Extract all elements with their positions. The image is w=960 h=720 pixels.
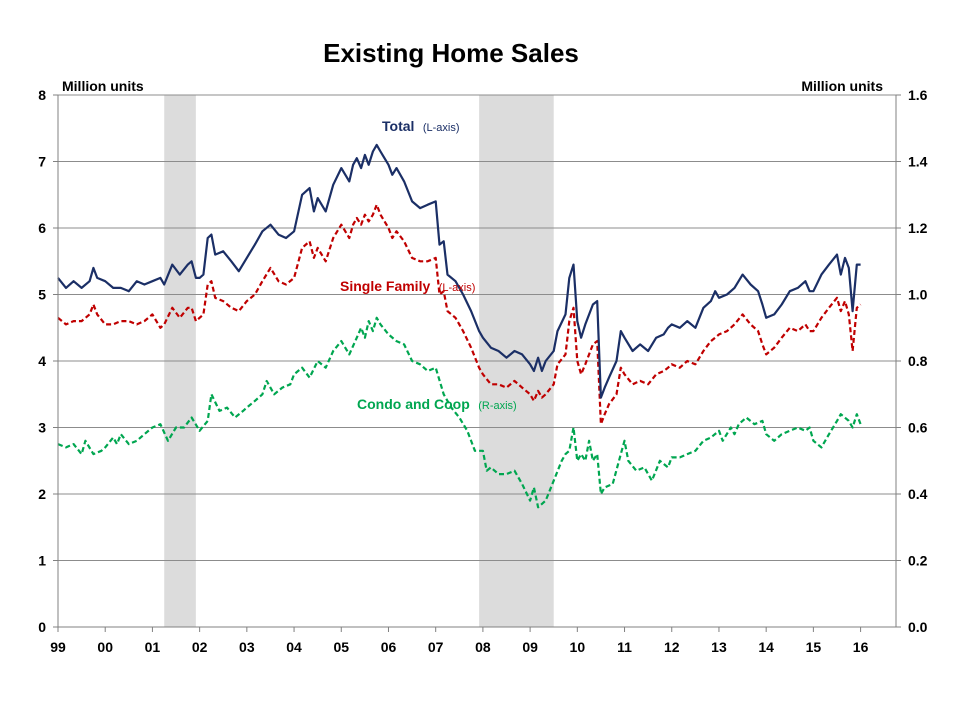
left-axis-unit-label: Million units	[62, 78, 144, 94]
x-tick-label-99: 99	[50, 639, 66, 655]
series-label-total-axis: (L-axis)	[423, 122, 460, 134]
x-tick-label-12: 12	[664, 639, 680, 655]
y-right-tick-label-8: 1.6	[908, 87, 928, 103]
y-left-tick-label-4: 4	[38, 353, 46, 369]
series-line-total	[57, 143, 861, 399]
y-right-tick-label-2: 0.4	[908, 486, 928, 502]
x-tick-label-00: 00	[97, 639, 113, 655]
y-right-tick-label-7: 1.4	[908, 154, 928, 170]
y-left-tick-label-2: 2	[38, 486, 46, 502]
x-tick-label-06: 06	[381, 639, 397, 655]
x-tick-label-01: 01	[145, 639, 161, 655]
series-label-condo-coop-name: Condo and Coop	[357, 396, 470, 412]
y-left-tick-label-8: 8	[38, 87, 46, 103]
y-right-tick-label-4: 0.8	[908, 353, 928, 369]
right-axis-unit-label: Million units	[801, 78, 883, 94]
x-tick-label-14: 14	[758, 639, 774, 655]
x-tick-label-16: 16	[853, 639, 869, 655]
y-right-tick-label-0: 0.0	[908, 619, 928, 635]
y-left-tick-label-3: 3	[38, 420, 46, 436]
x-tick-label-09: 09	[522, 639, 538, 655]
y-right-tick-label-5: 1.0	[908, 287, 928, 303]
y-left-tick-label-6: 6	[38, 220, 46, 236]
series-label-condo-coop-axis: (R-axis)	[478, 400, 517, 412]
x-tick-label-04: 04	[286, 639, 302, 655]
y-left-tick-label-0: 0	[38, 619, 46, 635]
x-tick-label-15: 15	[806, 639, 822, 655]
y-left-tick-label-1: 1	[38, 553, 46, 569]
grid-lines	[58, 94, 896, 561]
series-label-total-name: Total	[382, 118, 414, 134]
x-tick-label-05: 05	[333, 639, 349, 655]
y-right-tick-label-6: 1.2	[908, 220, 928, 236]
series-label-single-family: Single Family (L-axis)	[340, 278, 475, 295]
x-tick-label-13: 13	[711, 639, 727, 655]
series-label-single-family-name: Single Family	[340, 278, 430, 294]
x-tick-label-07: 07	[428, 639, 444, 655]
series-label-total: Total (L-axis)	[382, 118, 460, 135]
chart-title: Existing Home Sales	[323, 38, 579, 68]
y-left-tick-label-7: 7	[38, 154, 46, 170]
x-tick-label-02: 02	[192, 639, 208, 655]
y-right-tick-label-3: 0.6	[908, 420, 928, 436]
x-tick-label-03: 03	[239, 639, 255, 655]
x-tick-label-10: 10	[570, 639, 586, 655]
x-tick-label-11: 11	[617, 639, 632, 655]
x-tick-label-08: 08	[475, 639, 491, 655]
y-right-tick-label-1: 0.2	[908, 553, 928, 569]
series-line-single-family	[57, 203, 862, 426]
series-label-condo-coop: Condo and Coop (R-axis)	[357, 396, 517, 413]
series-label-single-family-axis: (L-axis)	[439, 282, 476, 294]
y-left-tick-label-5: 5	[38, 287, 46, 303]
series-lines	[57, 143, 862, 509]
